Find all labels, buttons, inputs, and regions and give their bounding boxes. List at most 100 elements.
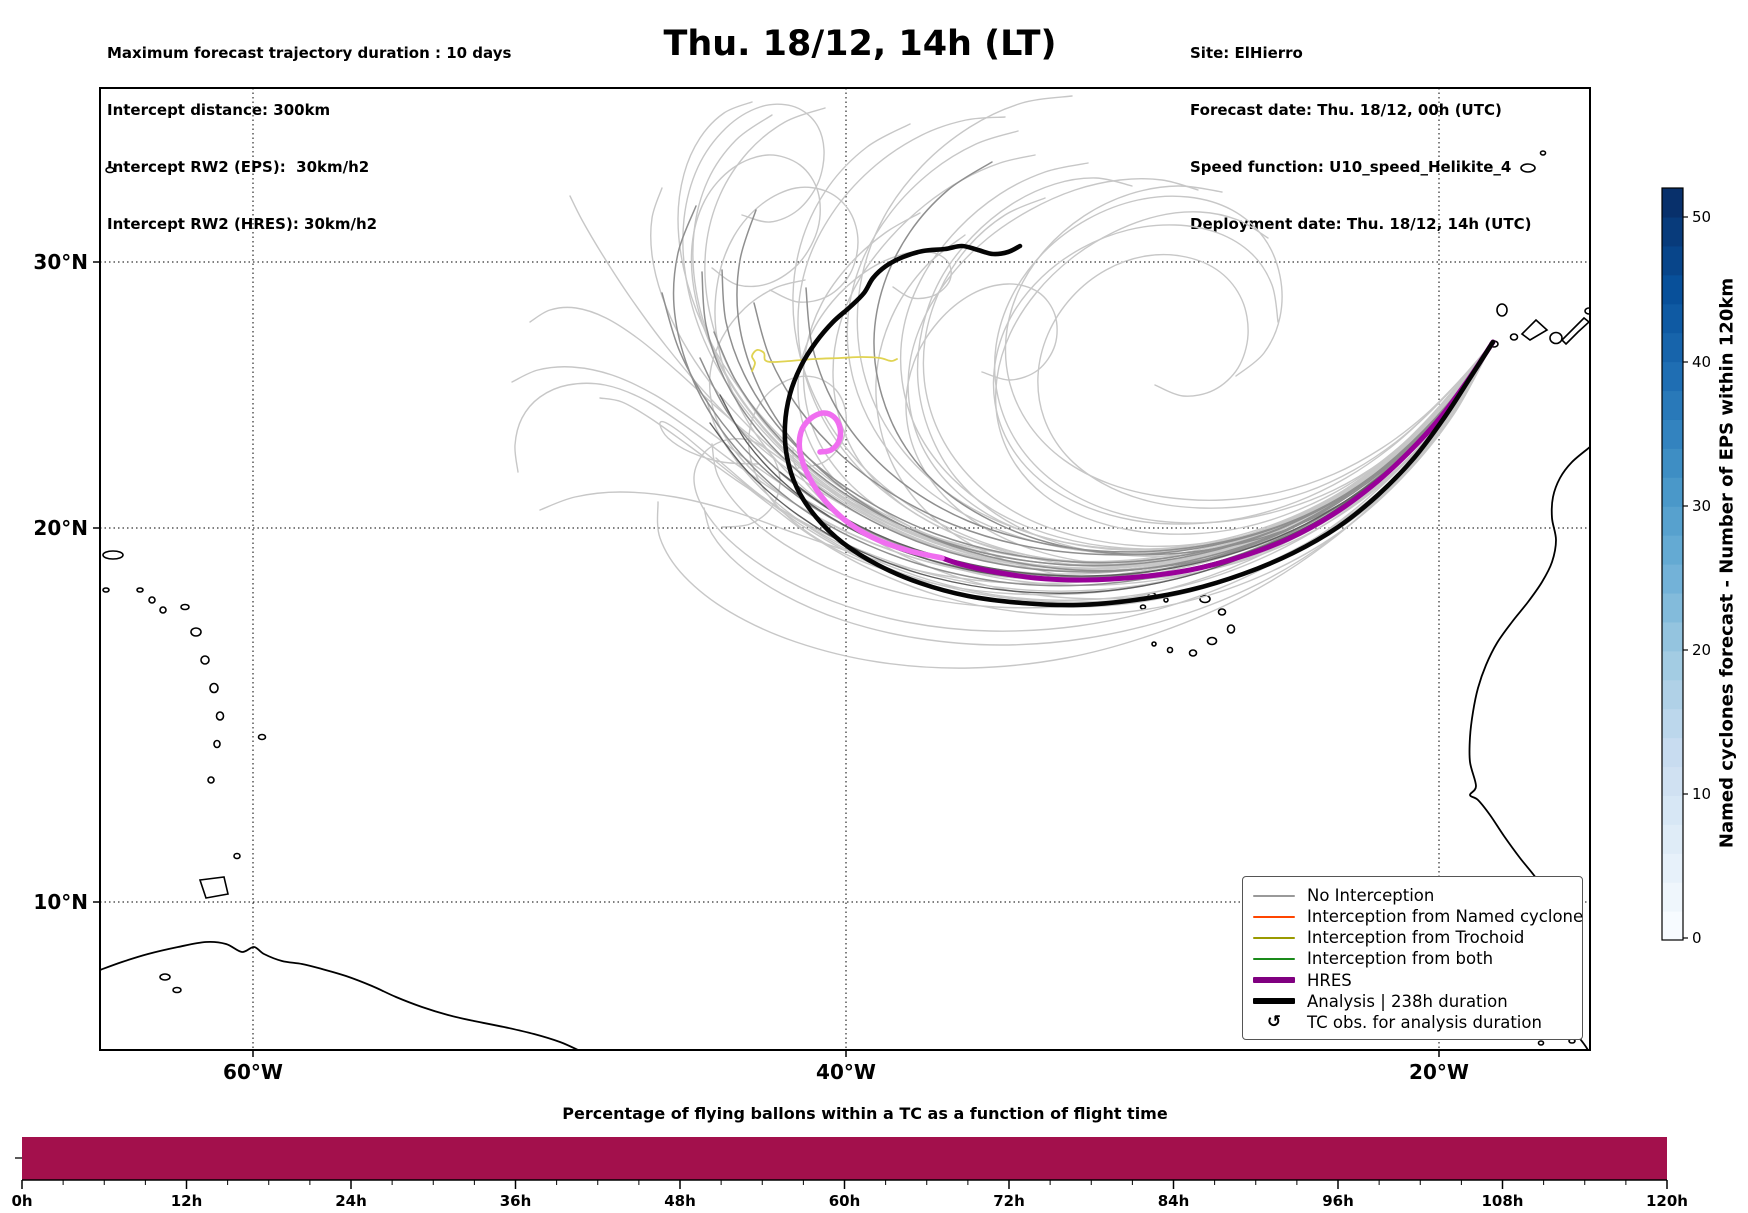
island	[1217, 608, 1227, 616]
colorbar-band	[1662, 795, 1683, 825]
map-legend: No Interception Interception from Named c…	[1242, 876, 1583, 1040]
legend-line-swatch	[1253, 894, 1295, 897]
island	[200, 655, 210, 665]
header-left-line: Intercept RW2 (EPS): 30km/h2	[107, 158, 370, 176]
colorbar-band	[1662, 216, 1683, 247]
flying-balloons-bar	[22, 1137, 1667, 1180]
tc-obs-rotation-icon: ↺	[1266, 1011, 1282, 1032]
legend-swatch	[1253, 957, 1295, 960]
header-left-line: Maximum forecast trajectory duration : 1…	[107, 44, 512, 62]
trochoid-interception-trajectory	[751, 349, 898, 372]
island	[1163, 597, 1169, 603]
legend-swatch	[1253, 894, 1295, 897]
ytick-10n: 10°N	[33, 890, 88, 914]
island	[1188, 649, 1198, 657]
colorbar-tick-0: 0	[1692, 929, 1702, 947]
colorbar-band	[1662, 679, 1683, 710]
bottom-chart-title: Percentage of flying ballons within a TC…	[562, 1104, 1168, 1123]
legend-item-label: HRES	[1307, 970, 1352, 990]
island	[105, 166, 115, 174]
ytick-20n: 20°N	[33, 516, 88, 540]
legend-item: Analysis | 238h duration	[1253, 991, 1572, 1012]
xtick-20w: 20°W	[1409, 1060, 1469, 1084]
legend-item-label: Interception from Trochoid	[1307, 928, 1525, 948]
colorbar-outline	[1661, 187, 1684, 941]
analysis-trajectory	[782, 243, 1496, 608]
island	[1139, 604, 1147, 610]
legend-swatch	[1253, 936, 1295, 939]
legend-line-swatch	[1253, 936, 1295, 939]
island	[1539, 150, 1547, 156]
island	[102, 587, 110, 593]
island	[1206, 636, 1218, 646]
colorbar-band	[1662, 708, 1683, 739]
bottom-tick-label: 36h	[499, 1192, 532, 1210]
colorbar-tick-50: 50	[1692, 208, 1712, 226]
header-left-line: Intercept distance: 300km	[107, 101, 331, 119]
eps-trajectory-no-interception	[805, 287, 1494, 553]
colorbar-band	[1662, 650, 1683, 681]
legend-item-label: No Interception	[1307, 886, 1435, 905]
colorbar-band	[1662, 506, 1683, 536]
island	[102, 550, 124, 560]
legend-line-swatch	[1253, 915, 1295, 918]
island	[1520, 163, 1536, 173]
island	[213, 739, 221, 749]
xtick-40w: 40°W	[816, 1060, 876, 1084]
island	[1226, 624, 1236, 634]
island	[1560, 316, 1590, 346]
eps-trajectory-no-interception	[693, 341, 1494, 632]
legend-line-swatch	[1253, 957, 1295, 960]
eps-trajectory-no-interception	[994, 211, 1494, 535]
legend-swatch	[1253, 915, 1295, 918]
ytick-30n: 30°N	[33, 250, 88, 274]
eps-trajectory-no-interception	[916, 177, 1494, 557]
colorbar-band	[1662, 535, 1683, 565]
eps-trajectory-no-interception	[1037, 253, 1494, 509]
colorbar-tick-40: 40	[1692, 353, 1712, 371]
bottom-tick-label: 48h	[664, 1192, 696, 1210]
colorbar-band	[1662, 766, 1683, 796]
header-right-line: Deployment date: Thu. 18/12, 14h (UTC)	[1190, 215, 1532, 233]
legend-swatch	[1253, 998, 1295, 1005]
island	[1151, 641, 1157, 647]
eps-trajectory-no-interception	[993, 195, 1494, 524]
colorbar-band	[1662, 390, 1683, 420]
island	[1520, 318, 1549, 341]
bottom-tick-label: 72h	[993, 1192, 1025, 1210]
island	[1509, 333, 1519, 341]
colorbar-band	[1662, 361, 1683, 392]
colorbar-band	[1662, 274, 1683, 305]
island	[159, 973, 171, 981]
eps-trajectory-no-interception	[511, 341, 1494, 575]
colorbar-band	[1662, 853, 1683, 883]
eps-trajectory-no-interception	[856, 95, 1494, 551]
colorbar-tick-20: 20	[1692, 641, 1712, 659]
eps-trajectory-no-interception	[656, 341, 1494, 669]
island	[1549, 331, 1563, 345]
colorbar-band	[1662, 911, 1683, 941]
island	[209, 682, 219, 694]
legend-item: HRES	[1253, 970, 1572, 991]
island	[1166, 646, 1174, 654]
colorbar-band	[1662, 621, 1683, 652]
bottom-tick-label: 60h	[828, 1192, 861, 1210]
colorbar-band	[1662, 882, 1683, 912]
colorbar-band	[1662, 419, 1683, 449]
hres-trajectory-highlight	[796, 410, 945, 561]
eps-trajectory-no-interception	[569, 195, 1494, 570]
header-left-block: Maximum forecast trajectory duration : 1…	[107, 6, 511, 272]
island	[148, 596, 156, 604]
legend-item: No Interception	[1253, 885, 1572, 906]
legend-item-label: Analysis | 238h duration	[1307, 991, 1508, 1011]
header-right-block: Site: ElHierro Forecast date: Thu. 18/12…	[1190, 6, 1531, 272]
eps-trajectory-no-interception	[747, 341, 1494, 616]
eps-trajectory-no-interception	[539, 341, 1494, 585]
eps-trajectory-no-interception	[1004, 185, 1494, 501]
legend-item: Interception from Named cyclone	[1253, 906, 1583, 927]
eps-trajectory-no-interception	[992, 224, 1494, 525]
bottom-tick-label: 120h	[1646, 1192, 1688, 1210]
island	[257, 733, 267, 741]
bottom-tick-label: 84h	[1157, 1192, 1190, 1210]
